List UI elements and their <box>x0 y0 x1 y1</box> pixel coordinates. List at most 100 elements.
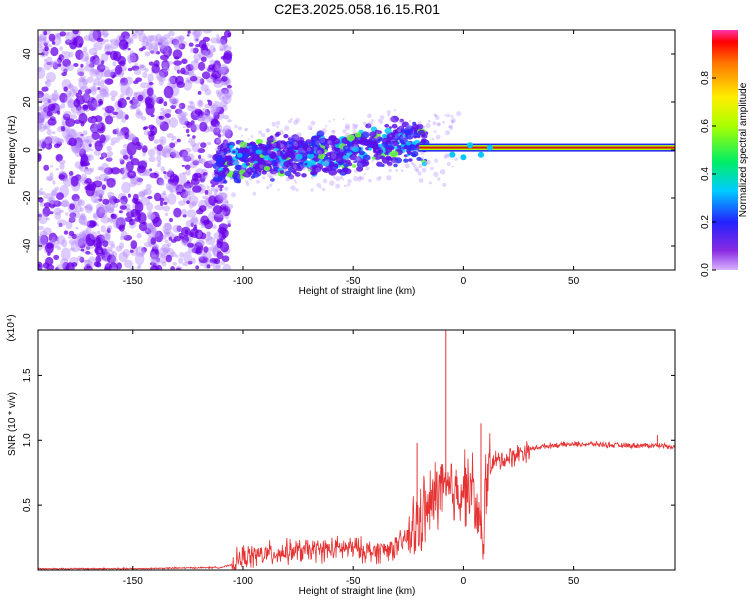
noise-blob <box>42 227 52 236</box>
onset-halo <box>424 161 429 165</box>
onset-blob <box>362 154 371 161</box>
noise-blob <box>38 119 41 123</box>
noise-blob <box>162 190 166 196</box>
noise-blob <box>74 131 85 145</box>
onset-halo <box>259 164 264 169</box>
noise-blob <box>189 228 200 239</box>
noise-blob <box>80 51 89 62</box>
noise-blob <box>199 256 204 261</box>
noise-blob <box>219 67 224 71</box>
noise-blob <box>124 259 133 269</box>
onset-halo <box>437 177 441 181</box>
noise-blob <box>144 67 149 73</box>
onset-halo <box>328 120 331 123</box>
noise-blob <box>81 232 87 239</box>
noise-blob <box>87 97 93 101</box>
noise-blob <box>94 69 101 76</box>
onset-halo <box>433 130 437 133</box>
noise-blob <box>213 80 224 88</box>
noise-blob <box>190 123 201 131</box>
noise-blob <box>188 70 195 78</box>
noise-blob <box>212 262 221 270</box>
noise-blob <box>163 34 171 40</box>
noise-blob <box>43 61 52 71</box>
noise-blob <box>45 79 52 88</box>
noise-blob <box>146 41 150 46</box>
onset-halo <box>290 117 293 121</box>
colorbar-label: Normalized spectral amplitude <box>738 82 749 217</box>
noise-blob <box>185 220 192 228</box>
noise-blob <box>78 113 88 124</box>
noise-blob <box>88 37 94 42</box>
noise-blob <box>91 69 100 74</box>
onset-halo <box>249 148 253 152</box>
onset-halo <box>442 120 446 124</box>
noise-blob <box>136 177 143 183</box>
noise-blob <box>222 94 231 100</box>
onset-halo <box>215 186 221 192</box>
noise-blob <box>176 191 181 195</box>
noise-blob <box>207 231 211 236</box>
noise-blob <box>100 79 106 84</box>
noise-blob <box>153 98 158 103</box>
onset-blob <box>288 146 294 151</box>
noise-blob <box>60 247 71 261</box>
onset-halo <box>349 145 355 151</box>
noise-blob <box>200 56 207 63</box>
noise-blob <box>46 61 52 66</box>
onset-blob <box>223 164 228 168</box>
noise-blob <box>154 230 164 243</box>
noise-blob <box>175 75 184 85</box>
onset-halo <box>272 137 277 142</box>
noise-blob <box>187 141 191 143</box>
noise-blob <box>124 114 129 120</box>
noise-blob <box>148 61 154 66</box>
noise-blob <box>159 36 167 42</box>
noise-blob <box>223 45 232 52</box>
noise-blob <box>148 35 159 42</box>
noise-blob <box>122 166 128 172</box>
noise-blob <box>218 67 226 75</box>
onset-halo <box>424 135 427 138</box>
noise-blob <box>210 37 221 44</box>
noise-blob <box>171 138 175 141</box>
onset-halo <box>363 172 366 176</box>
noise-blob <box>78 165 89 172</box>
onset-blob <box>226 160 234 166</box>
noise-blob <box>131 65 140 71</box>
noise-blob <box>134 201 144 213</box>
onset-halo <box>252 191 257 196</box>
y-tick-label: 1.5 <box>22 368 33 382</box>
onset-halo <box>354 169 358 173</box>
onset-blob <box>315 153 319 157</box>
onset-halo <box>278 130 284 135</box>
snr-x-axis-label: Height of straight line (km) <box>299 586 416 597</box>
onset-halo <box>289 174 295 181</box>
onset-halo <box>258 130 263 135</box>
noise-blob <box>181 164 185 167</box>
noise-blob <box>38 44 43 48</box>
noise-blob <box>93 213 98 219</box>
noise-blob <box>65 31 75 44</box>
onset-halo <box>327 139 333 145</box>
noise-blob <box>48 232 58 243</box>
noise-blob <box>43 30 48 36</box>
onset-halo <box>330 144 334 149</box>
noise-blob <box>101 30 109 38</box>
noise-blob <box>210 244 217 253</box>
noise-blob <box>208 159 215 165</box>
noise-blob <box>186 34 190 37</box>
onset-halo <box>280 144 285 149</box>
noise-blob <box>149 168 153 172</box>
y-tick-label: 40 <box>22 48 33 60</box>
onset-halo <box>273 157 277 161</box>
noise-blob <box>68 239 76 245</box>
noise-blob <box>69 88 77 97</box>
noise-blob <box>203 246 209 253</box>
noise-blob <box>38 213 48 225</box>
noise-blob <box>51 200 62 207</box>
noise-blob <box>85 251 91 255</box>
noise-blob <box>90 87 97 96</box>
noise-blob <box>67 99 76 109</box>
